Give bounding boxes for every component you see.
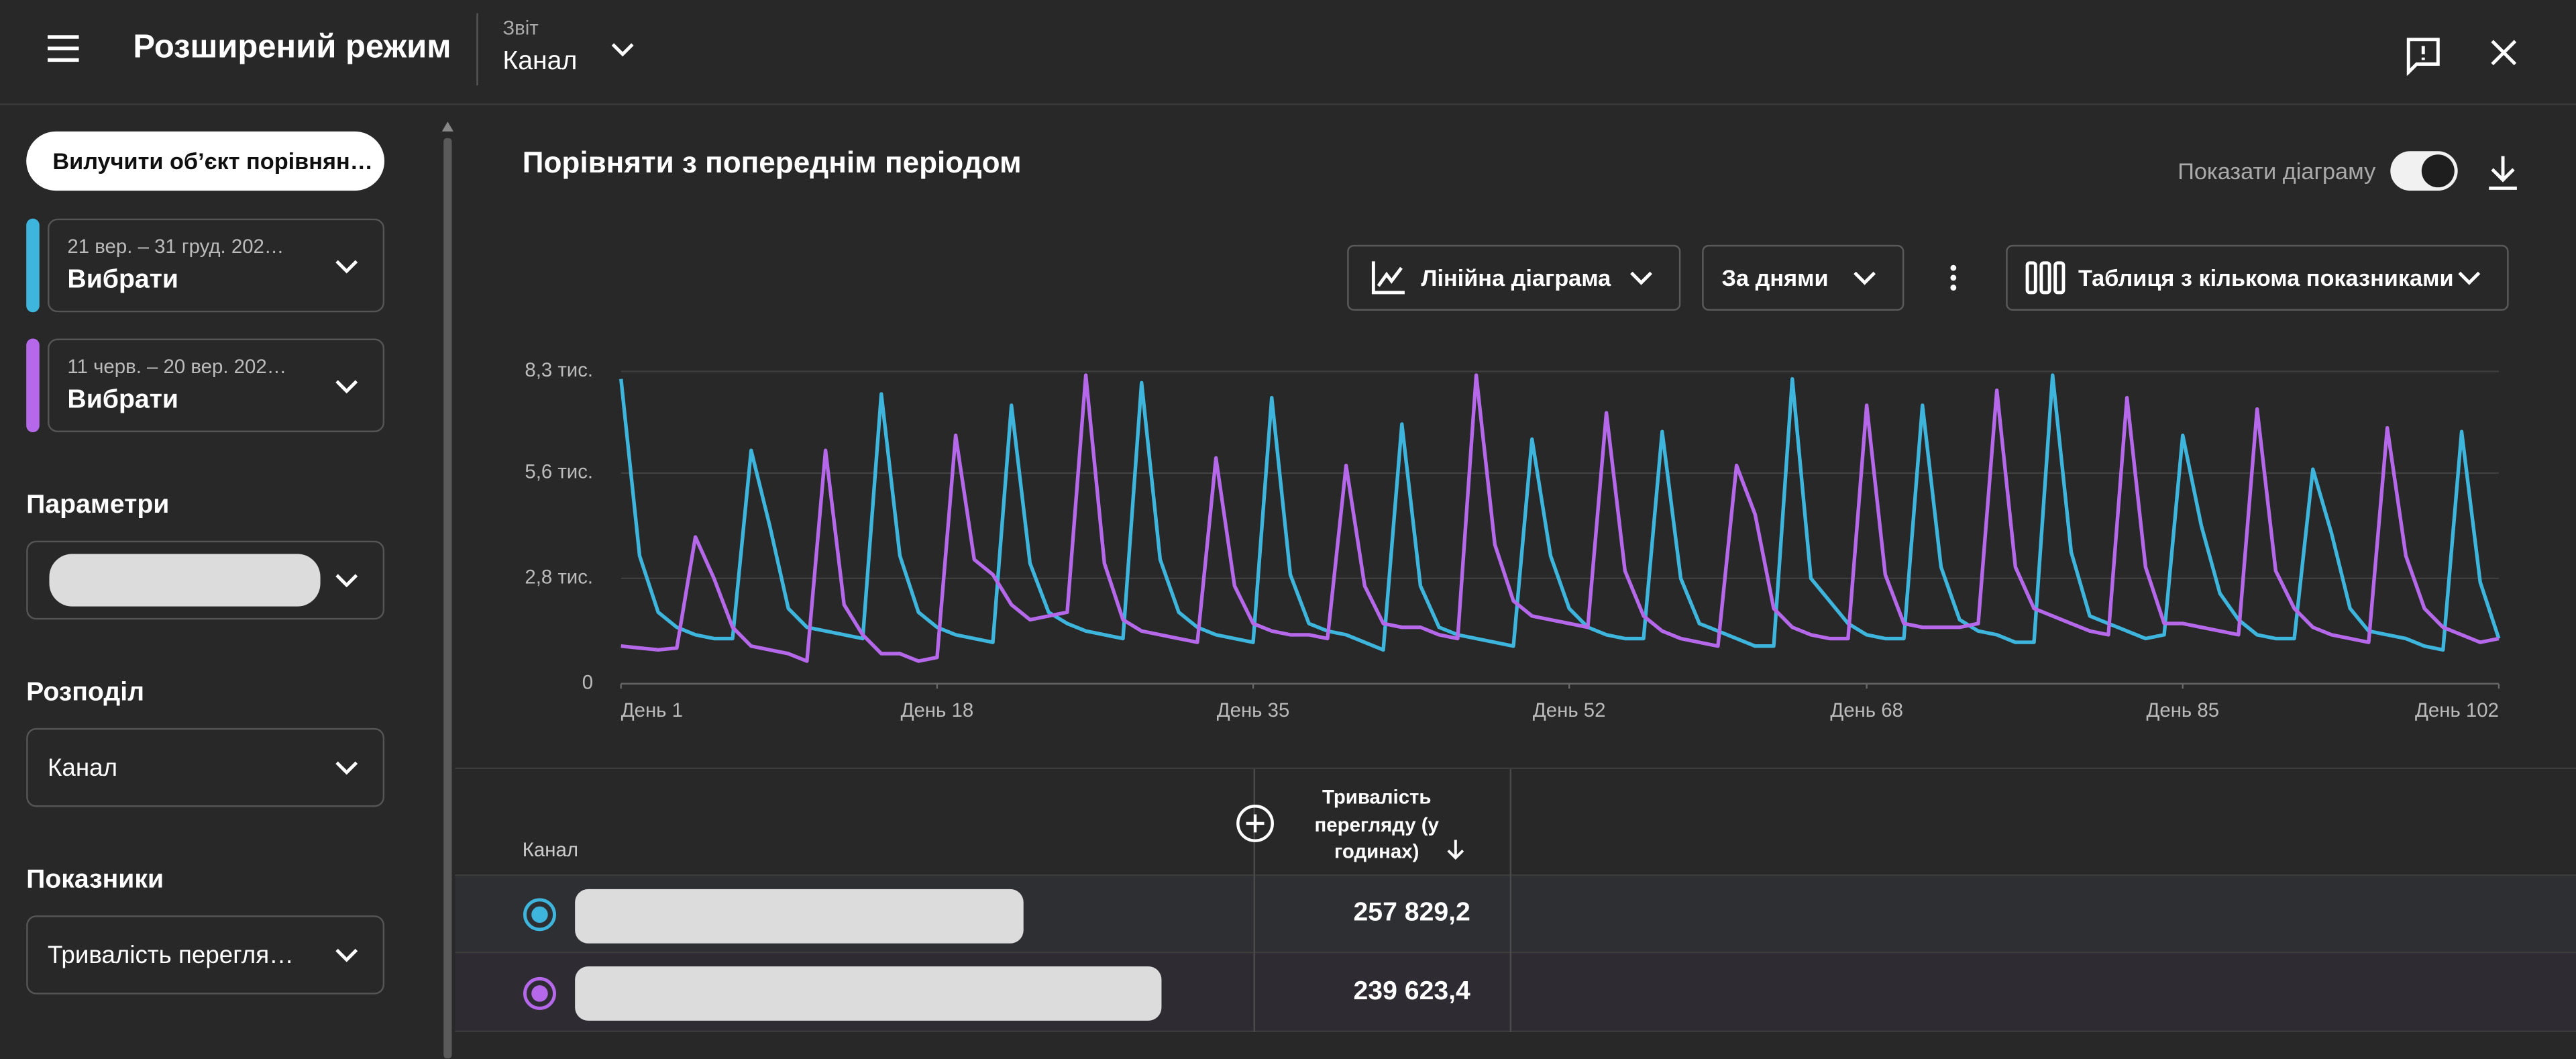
section-title: Параметри [26, 491, 170, 519]
x-tick-label: День 102 [2415, 699, 2499, 721]
section-title: Розподіл [26, 678, 144, 707]
toggle-label: Показати діаграму [2178, 158, 2376, 185]
chevron [335, 260, 358, 274]
column-divider [1509, 769, 1512, 1032]
chevron [335, 380, 358, 394]
chevron [2458, 271, 2481, 285]
distribution-select[interactable]: Канал [26, 727, 385, 807]
select-value: Тривалість перегля… [48, 942, 294, 970]
row-radio[interactable] [523, 976, 557, 1011]
period-color [26, 218, 40, 313]
y-tick-label: 0 [582, 672, 593, 694]
grouping-select[interactable]: За днями [1702, 244, 1904, 311]
chevron [1630, 271, 1652, 285]
x-tick-label: День 1 [621, 699, 683, 721]
app-title: Розширений режим [133, 30, 451, 66]
remove-button[interactable]: Вилучити об’єкт порівнян… [26, 131, 385, 191]
toggle-knob [2421, 154, 2455, 188]
parameters-select[interactable] [26, 540, 385, 620]
period-range: 21 вер. – 31 груд. 202… [67, 235, 284, 258]
table-border [455, 951, 2576, 954]
chart-type-select[interactable]: Лінійна діаграма [1347, 244, 1681, 311]
close-icon[interactable] [2491, 40, 2517, 66]
y-tick-label: 5,6 тис. [525, 461, 593, 483]
period-select[interactable]: 21 вер. – 31 груд. 202… Вибрати [48, 218, 385, 313]
redacted [575, 966, 1162, 1021]
table-border [455, 874, 2576, 876]
report-chevron[interactable] [611, 43, 634, 58]
section-title: Показники [26, 866, 164, 895]
redacted [575, 889, 1024, 944]
scrollbar[interactable] [443, 138, 452, 1059]
menu-icon[interactable] [48, 34, 80, 62]
button-label: Лінійна діаграма [1421, 264, 1611, 291]
header-divider [0, 103, 2576, 105]
line-chart-icon [1371, 261, 1405, 295]
more-icon[interactable] [1947, 263, 1960, 293]
period-color [26, 338, 40, 433]
column-header: Канал [522, 838, 578, 862]
column-divider [1253, 769, 1256, 1032]
report-label: Звіт [502, 16, 539, 40]
feedback-icon[interactable] [2404, 36, 2443, 76]
series-line [621, 373, 2500, 663]
x-tick-label: День 18 [901, 699, 974, 721]
y-tick-label: 8,3 тис. [525, 359, 593, 381]
chevron [335, 948, 358, 962]
section-heading: Порівняти з попереднім періодом [522, 146, 1022, 179]
y-tick-label: 2,8 тис. [525, 566, 593, 589]
period-range: 11 черв. – 20 вер. 202… [67, 354, 287, 379]
table-border [455, 1030, 2576, 1032]
x-tick-label: День 68 [1830, 699, 1903, 721]
button-label: За днями [1721, 264, 1829, 291]
x-tick-label: День 52 [1533, 699, 1606, 721]
x-tick-label: День 85 [2146, 699, 2219, 721]
table-cell: 257 829,2 [1353, 899, 1470, 927]
x-tick-label: День 35 [1217, 699, 1290, 721]
scroll-arrow[interactable] [440, 120, 455, 134]
remove-button-label: Вилучити об’єкт порівнян… [52, 148, 373, 174]
period-select[interactable]: 11 черв. – 20 вер. 202… Вибрати [48, 338, 385, 433]
chevron [335, 574, 358, 588]
period-select-label: Вибрати [67, 386, 179, 415]
row-radio[interactable] [523, 897, 557, 931]
table-cell: 239 623,4 [1353, 978, 1470, 1006]
table-border [455, 767, 2576, 770]
redacted [49, 554, 321, 607]
column-header[interactable]: Тривалість перегляду (у годинах) [1314, 785, 1439, 863]
download-icon[interactable] [2487, 154, 2519, 191]
series-line [619, 373, 2501, 652]
chevron [1854, 271, 1876, 285]
chart-toggle[interactable] [2390, 151, 2458, 191]
header-separator [476, 13, 478, 86]
sort-icon[interactable] [1446, 838, 1465, 861]
add-metric-icon[interactable] [1236, 804, 1275, 844]
table-type-select[interactable]: Таблиця з кількома показниками [2006, 244, 2509, 311]
chevron [335, 761, 358, 775]
metrics-select[interactable]: Тривалість перегля… [26, 915, 385, 995]
report-value[interactable]: Канал [502, 48, 578, 76]
period-select-label: Вибрати [67, 266, 179, 295]
button-label: Таблиця з кількома показниками [2078, 264, 2454, 291]
columns-icon [2025, 261, 2065, 295]
select-value: Канал [48, 754, 118, 783]
